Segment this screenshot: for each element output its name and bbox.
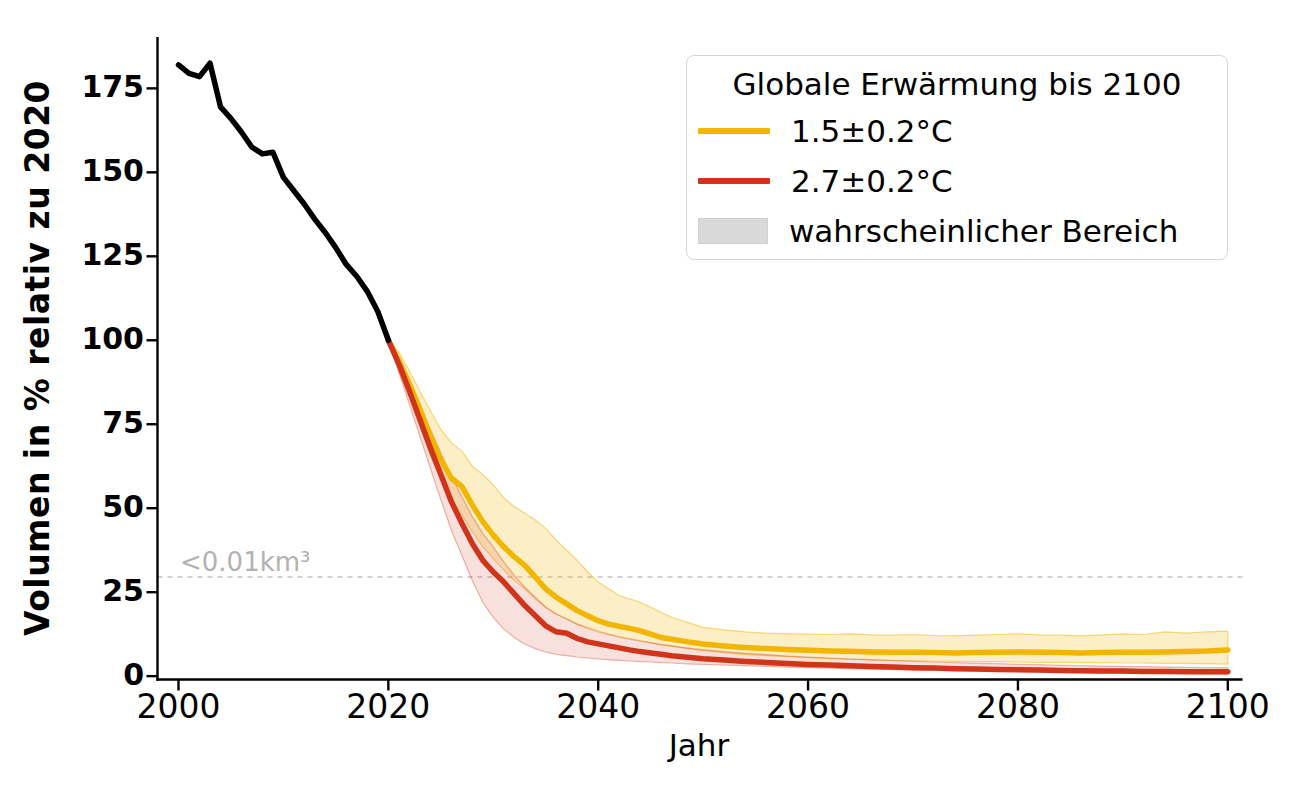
threshold-annotation: <0.01km³ — [180, 547, 310, 577]
x-axis-title: Jahr — [669, 727, 730, 763]
legend-entry-15c: 1.5±0.2°C — [687, 106, 1227, 156]
y-tick-label: 0 — [0, 657, 144, 692]
legend-entry-label: 2.7±0.2°C — [791, 163, 953, 199]
y-axis-title: Volumen in % relativ zu 2020 — [18, 80, 57, 636]
x-tick-label: 2020 — [346, 687, 430, 726]
legend-patch-swatch-likely-range — [698, 218, 768, 244]
x-tick-label: 2060 — [766, 687, 850, 726]
legend-entry-likely-range: wahrscheinlicher Bereich — [687, 206, 1227, 256]
legend-line-swatch-27c — [698, 178, 770, 184]
x-tick-label: 2080 — [976, 687, 1060, 726]
legend-entry-label: wahrscheinlicher Bereich — [789, 213, 1178, 249]
x-tick-label: 2000 — [136, 687, 220, 726]
legend-line-swatch-15c — [698, 128, 770, 134]
figure: 0255075100125150175 20002020204020602080… — [0, 0, 1300, 800]
x-tick-label: 2040 — [556, 687, 640, 726]
legend-entry-27c: 2.7±0.2°C — [687, 156, 1227, 206]
legend: Globale Erwärmung bis 2100 1.5±0.2°C 2.7… — [686, 55, 1228, 260]
legend-entry-label: 1.5±0.2°C — [791, 113, 953, 149]
x-tick-label: 2100 — [1186, 687, 1270, 726]
legend-title: Globale Erwärmung bis 2100 — [687, 62, 1227, 106]
series-line-historisch — [179, 63, 389, 340]
